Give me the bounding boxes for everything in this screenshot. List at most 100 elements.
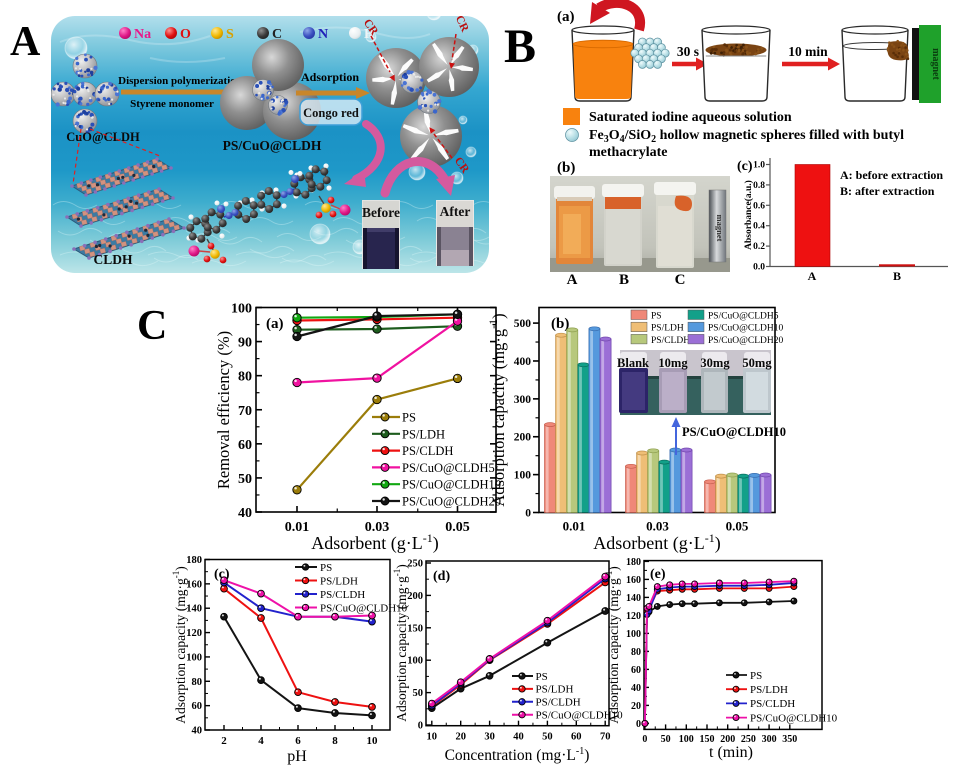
svg-text:PS/CuO@CLDH5: PS/CuO@CLDH5 [708, 312, 779, 322]
svg-text:PS: PS [320, 562, 332, 574]
svg-text:0.2: 0.2 [753, 242, 765, 252]
svg-text:PS/CuO@CLDH10: PS/CuO@CLDH10 [536, 710, 624, 722]
svg-text:300: 300 [514, 394, 532, 406]
svg-text:10: 10 [367, 735, 379, 747]
svg-text:20: 20 [455, 732, 466, 743]
svg-text:30 s: 30 s [677, 44, 699, 59]
svg-text:50: 50 [238, 472, 252, 487]
svg-text:B: B [619, 272, 629, 288]
svg-text:400: 400 [514, 356, 532, 368]
svg-text:0.01: 0.01 [285, 520, 310, 535]
svg-text:60: 60 [571, 732, 582, 743]
svg-text:0.03: 0.03 [646, 519, 669, 534]
svg-text:PS/CuO@CLDH10: PS/CuO@CLDH10 [750, 712, 838, 724]
svg-text:PS: PS [750, 670, 762, 682]
svg-text:140: 140 [186, 604, 202, 615]
svg-text:After: After [440, 204, 471, 219]
svg-text:350: 350 [782, 734, 797, 745]
svg-text:60: 60 [192, 701, 203, 712]
svg-text:Na: Na [134, 27, 151, 42]
svg-text:80: 80 [238, 370, 252, 385]
svg-text:100: 100 [679, 734, 694, 745]
svg-text:150: 150 [407, 623, 423, 634]
svg-text:150: 150 [700, 734, 715, 745]
svg-text:(a): (a) [266, 316, 284, 332]
svg-text:200: 200 [407, 591, 423, 602]
svg-text:Adsorption capacity (mg·g-1): Adsorption capacity (mg·g-1) [604, 566, 621, 723]
svg-text:10mg: 10mg [658, 356, 688, 370]
svg-text:PS/LDH: PS/LDH [320, 575, 358, 587]
svg-text:PS: PS [402, 411, 416, 425]
svg-text:PS/CLDH: PS/CLDH [750, 698, 795, 710]
svg-text:PS/CuO@CLDH10: PS/CuO@CLDH10 [708, 324, 784, 334]
svg-text:magnet: magnet [930, 48, 941, 80]
svg-text:120: 120 [186, 628, 202, 639]
svg-text:Adsorbent (g·L-1): Adsorbent (g·L-1) [593, 531, 720, 554]
svg-text:A: A [808, 269, 817, 283]
svg-text:160: 160 [626, 575, 641, 586]
svg-text:Adsorption capacity (mg·g-1): Adsorption capacity (mg·g-1) [392, 564, 409, 721]
svg-text:(b): (b) [551, 316, 569, 332]
svg-text:A: before extraction: A: before extraction [840, 168, 943, 182]
svg-text:(b): (b) [557, 160, 575, 176]
svg-text:40: 40 [513, 732, 524, 743]
svg-text:PS/CuO@CLDH10: PS/CuO@CLDH10 [320, 602, 408, 614]
svg-text:t (min): t (min) [709, 744, 753, 761]
svg-text:(e): (e) [650, 567, 666, 582]
svg-text:120: 120 [626, 611, 641, 622]
svg-text:100: 100 [186, 652, 202, 663]
svg-text:90: 90 [238, 336, 252, 351]
svg-text:Adsorption: Adsorption [301, 70, 359, 84]
svg-text:(c): (c) [737, 159, 753, 174]
svg-text:200: 200 [720, 734, 735, 745]
svg-text:200: 200 [514, 432, 532, 444]
svg-text:0.03: 0.03 [365, 520, 390, 535]
svg-text:Styrene monomer: Styrene monomer [130, 98, 214, 110]
svg-text:Absorbance(a.u.): Absorbance(a.u.) [743, 180, 754, 250]
svg-text:PS/LDH: PS/LDH [651, 324, 684, 334]
svg-text:PS: PS [536, 671, 548, 683]
svg-text:0.0: 0.0 [753, 263, 765, 273]
svg-text:4: 4 [258, 735, 264, 747]
svg-text:C: C [675, 272, 686, 288]
svg-text:1.0: 1.0 [753, 161, 765, 171]
svg-text:50: 50 [661, 734, 671, 745]
svg-text:O: O [180, 27, 191, 42]
svg-text:100: 100 [407, 656, 423, 667]
svg-text:methacrylate: methacrylate [589, 145, 668, 160]
svg-text:PS/LDH: PS/LDH [750, 684, 788, 696]
svg-text:Before: Before [362, 205, 400, 220]
svg-text:B: B [504, 20, 536, 73]
svg-text:Adsorption capacity (mg·g-1): Adsorption capacity (mg·g-1) [171, 566, 188, 723]
svg-text:140: 140 [626, 593, 641, 604]
svg-text:0: 0 [418, 721, 423, 732]
svg-text:B: B [893, 269, 901, 283]
svg-text:50: 50 [413, 688, 424, 699]
svg-text:PS/CLDH: PS/CLDH [536, 697, 581, 709]
svg-text:PS/CuO@CLDH10: PS/CuO@CLDH10 [402, 478, 501, 492]
svg-text:500: 500 [514, 318, 532, 330]
svg-text:CLDH: CLDH [93, 252, 133, 267]
svg-text:70: 70 [238, 404, 252, 419]
svg-text:pH: pH [287, 748, 307, 765]
svg-text:PS/LDH: PS/LDH [402, 427, 445, 441]
svg-text:300: 300 [762, 734, 777, 745]
svg-text:250: 250 [407, 559, 423, 570]
svg-text:PS/CuO@CLDH: PS/CuO@CLDH [223, 138, 322, 153]
svg-text:30mg: 30mg [700, 356, 730, 370]
svg-text:H: H [364, 27, 375, 42]
svg-text:PS/CuO@CLDH5: PS/CuO@CLDH5 [402, 461, 495, 475]
svg-text:PS/CLDH: PS/CLDH [320, 589, 365, 601]
svg-text:40: 40 [192, 726, 203, 737]
svg-text:50mg: 50mg [742, 356, 772, 370]
svg-text:(a): (a) [557, 9, 575, 25]
svg-text:2: 2 [221, 735, 227, 747]
svg-text:(d): (d) [433, 569, 450, 584]
svg-text:180: 180 [186, 555, 202, 566]
svg-text:0.05: 0.05 [445, 520, 470, 535]
svg-text:70: 70 [600, 732, 611, 743]
svg-text:CuO@CLDH: CuO@CLDH [66, 130, 140, 144]
svg-text:6: 6 [295, 735, 301, 747]
svg-text:180: 180 [626, 557, 641, 568]
svg-text:0.4: 0.4 [753, 222, 765, 232]
